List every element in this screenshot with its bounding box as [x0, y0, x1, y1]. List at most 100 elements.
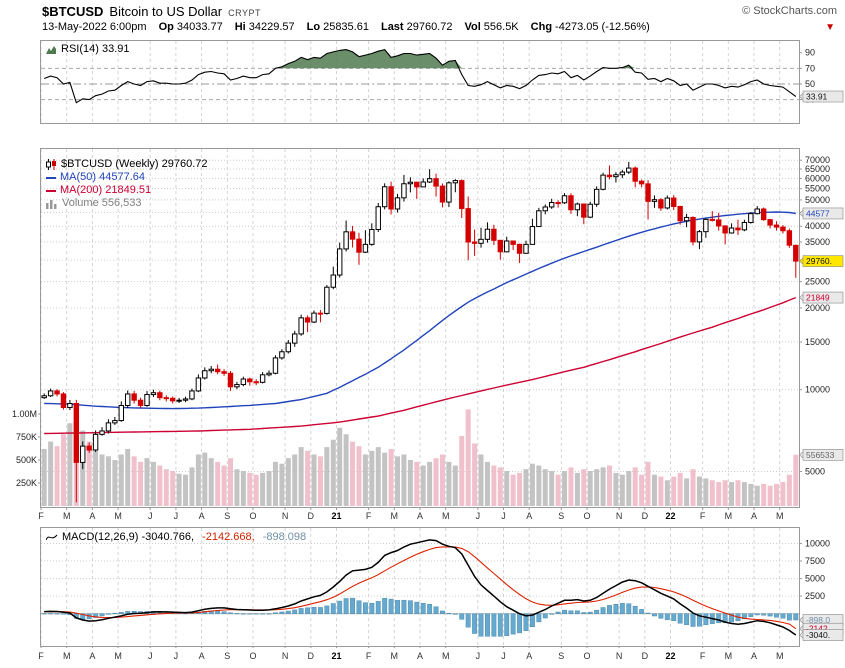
volume-bar	[382, 452, 388, 506]
volume-bar	[722, 480, 728, 506]
macd-histogram-bar	[504, 613, 510, 636]
y-axis-label: 55000	[805, 184, 830, 194]
y-axis-label: 65000	[805, 164, 830, 174]
macd-histogram-bar	[407, 600, 413, 614]
value-tag-text: 44577	[806, 208, 830, 218]
candle-body	[677, 205, 683, 222]
quote-label-chg: Chg	[530, 21, 553, 33]
volume-bar	[452, 465, 458, 506]
volume-bar	[562, 471, 568, 506]
candle-body	[651, 199, 658, 202]
macd-histogram-bar	[639, 609, 645, 614]
macd-histogram-bar	[292, 609, 298, 614]
candle-body	[613, 174, 619, 178]
candle-body	[247, 378, 253, 383]
y-axis-label: 35000	[805, 237, 830, 247]
macd-histogram-bar	[626, 603, 632, 614]
macd-histogram-bar	[510, 613, 516, 635]
exchange-type: CRYPT	[228, 8, 261, 18]
macd-histogram-bar	[356, 600, 362, 614]
macd-histogram-bar	[581, 612, 587, 614]
candle-body	[375, 206, 381, 231]
macd-histogram-bar	[542, 613, 548, 619]
y-axis-label: 50	[805, 79, 815, 89]
volume-bar	[131, 456, 137, 506]
x-axis-month-label: J	[147, 651, 153, 661]
quote-row: Op 34033.77 Hi 34229.57 Lo 25835.61 Last 29760.…	[147, 21, 650, 33]
macd-histogram-bar	[536, 613, 542, 623]
candle-body	[195, 377, 202, 392]
volume-bar	[613, 472, 619, 506]
volume-bar	[427, 461, 433, 506]
candle-body	[137, 399, 144, 406]
x-axis-month-label: M	[390, 651, 399, 661]
panel-border	[40, 527, 800, 647]
macd-histogram-bar	[613, 604, 619, 614]
candle-body	[221, 371, 227, 374]
volume-bar	[260, 472, 266, 506]
volume-bar	[446, 461, 452, 506]
candle-body	[593, 188, 600, 205]
candle-body	[298, 317, 304, 335]
macd-histogram	[41, 597, 799, 637]
macd-histogram-bar	[343, 598, 349, 614]
macd-histogram-bar	[632, 605, 638, 614]
x-axis-month-label: F	[365, 511, 372, 521]
volume-bar	[632, 467, 638, 506]
volume-bar	[619, 474, 625, 506]
quote-value-op: 34033.77	[176, 21, 223, 33]
y-axis-label: 250K	[16, 478, 37, 488]
macd-signal-value: -2142.668,	[202, 531, 255, 543]
candle-body	[548, 202, 555, 208]
candle-body	[362, 243, 369, 253]
value-tag: 556533	[799, 449, 844, 461]
volume-bar	[67, 423, 73, 506]
x-axis-month-label: M	[390, 511, 399, 521]
candle-body	[112, 420, 118, 424]
rsi-legend: RSI(14) 33.91	[46, 43, 129, 56]
candle-body	[735, 227, 741, 231]
macd-histogram-bar	[305, 607, 311, 614]
macd-histogram-bar	[729, 613, 735, 623]
ma200-legend-label: MA(200) 21849.51	[60, 184, 152, 196]
volume-bar	[491, 465, 497, 506]
candle-body	[214, 368, 221, 373]
volume-bar	[93, 450, 99, 506]
macd-histogram-bar	[452, 613, 458, 615]
quote-value-lo: 25835.61	[323, 21, 369, 33]
candle-body	[157, 392, 163, 399]
volume-bar	[677, 472, 683, 506]
x-axis-month-label: S	[558, 511, 565, 521]
macd-histogram-bar	[266, 613, 272, 615]
volume-bar	[202, 452, 208, 506]
ma50-legend-label: MA(50) 44577.64	[60, 171, 145, 183]
candle-body	[240, 378, 247, 386]
candle-body	[60, 393, 67, 409]
quote-value-hi: 34229.57	[248, 21, 295, 33]
x-axis-month-label: D	[641, 651, 649, 661]
candle-body	[484, 228, 491, 240]
volume-bar	[407, 460, 413, 506]
macd-histogram-bar	[234, 613, 240, 615]
macd-histogram-bar	[767, 613, 773, 617]
x-axis-month-label: F	[365, 651, 372, 661]
volume-bar	[504, 471, 510, 506]
x-axis-month-label: 22	[665, 511, 676, 521]
candle-body	[401, 183, 407, 199]
volume-bar	[221, 465, 227, 506]
candle-body	[606, 174, 613, 178]
macd-histogram-bar	[600, 607, 606, 614]
candle-body	[80, 445, 86, 463]
candle-body	[516, 243, 523, 254]
macd-histogram-bar	[574, 610, 580, 614]
macd-histogram-bar	[61, 613, 66, 615]
macd-histogram-bar	[433, 606, 439, 614]
x-axis-month-label: M	[114, 511, 122, 521]
macd-histogram-bar	[260, 613, 266, 615]
stockcharts-copyright-link[interactable]: © StockCharts.com	[742, 5, 837, 17]
y-axis-label: 500K	[16, 455, 37, 465]
candle-body	[292, 333, 298, 344]
volume-bar	[208, 458, 214, 506]
macd-histogram-bar	[619, 603, 625, 614]
volume-bar	[356, 446, 362, 506]
